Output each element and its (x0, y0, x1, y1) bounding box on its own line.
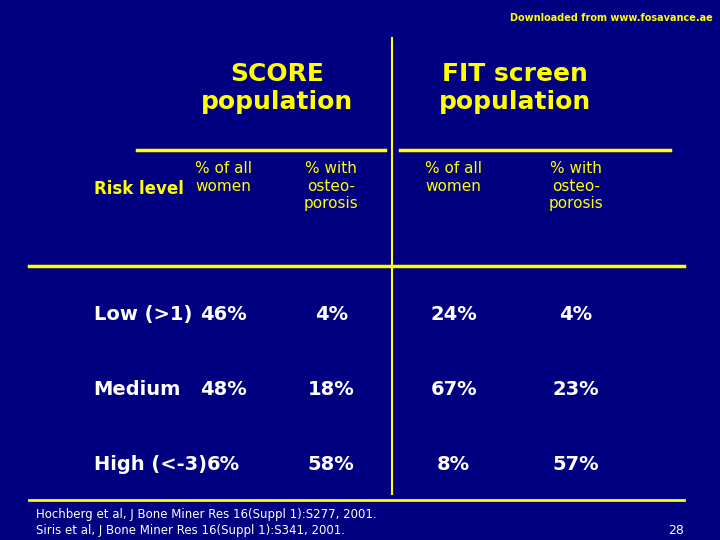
Text: Siris et al, J Bone Miner Res 16(Suppl 1):S341, 2001.: Siris et al, J Bone Miner Res 16(Suppl 1… (36, 524, 345, 537)
Text: Downloaded from www.fosavance.ae: Downloaded from www.fosavance.ae (510, 14, 713, 23)
Text: 23%: 23% (553, 380, 599, 399)
Text: 58%: 58% (308, 455, 354, 474)
Text: % with
osteo-
porosis: % with osteo- porosis (304, 161, 359, 211)
Text: 57%: 57% (553, 455, 599, 474)
Text: 28: 28 (668, 524, 684, 537)
Text: Low (>1): Low (>1) (94, 305, 192, 324)
Text: % of all
women: % of all women (425, 161, 482, 194)
Text: 4%: 4% (559, 305, 593, 324)
Text: 46%: 46% (200, 305, 246, 324)
Text: 24%: 24% (431, 305, 477, 324)
Text: 4%: 4% (315, 305, 348, 324)
Text: 8%: 8% (437, 455, 470, 474)
Text: 67%: 67% (431, 380, 477, 399)
Text: Risk level: Risk level (94, 180, 184, 198)
Text: FIT screen
population: FIT screen population (438, 62, 591, 113)
Text: 48%: 48% (200, 380, 246, 399)
Text: Medium: Medium (94, 380, 181, 399)
Text: High (<-3): High (<-3) (94, 455, 207, 474)
Text: 18%: 18% (308, 380, 354, 399)
Text: SCORE
population: SCORE population (201, 62, 354, 113)
Text: 6%: 6% (207, 455, 240, 474)
Text: Hochberg et al, J Bone Miner Res 16(Suppl 1):S277, 2001.: Hochberg et al, J Bone Miner Res 16(Supp… (36, 508, 377, 521)
Text: % of all
women: % of all women (194, 161, 252, 194)
Text: % with
osteo-
porosis: % with osteo- porosis (549, 161, 603, 211)
